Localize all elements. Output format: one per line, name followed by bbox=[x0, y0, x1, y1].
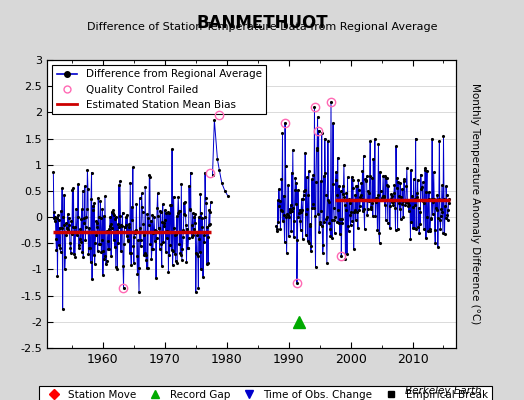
Y-axis label: Monthly Temperature Anomaly Difference (°C): Monthly Temperature Anomaly Difference (… bbox=[470, 83, 480, 325]
Text: Berkeley Earth: Berkeley Earth bbox=[406, 386, 482, 396]
Text: BANMETHUOT: BANMETHUOT bbox=[196, 14, 328, 32]
Text: Difference of Station Temperature Data from Regional Average: Difference of Station Temperature Data f… bbox=[87, 22, 437, 32]
Legend: Station Move, Record Gap, Time of Obs. Change, Empirical Break: Station Move, Record Gap, Time of Obs. C… bbox=[39, 386, 492, 400]
